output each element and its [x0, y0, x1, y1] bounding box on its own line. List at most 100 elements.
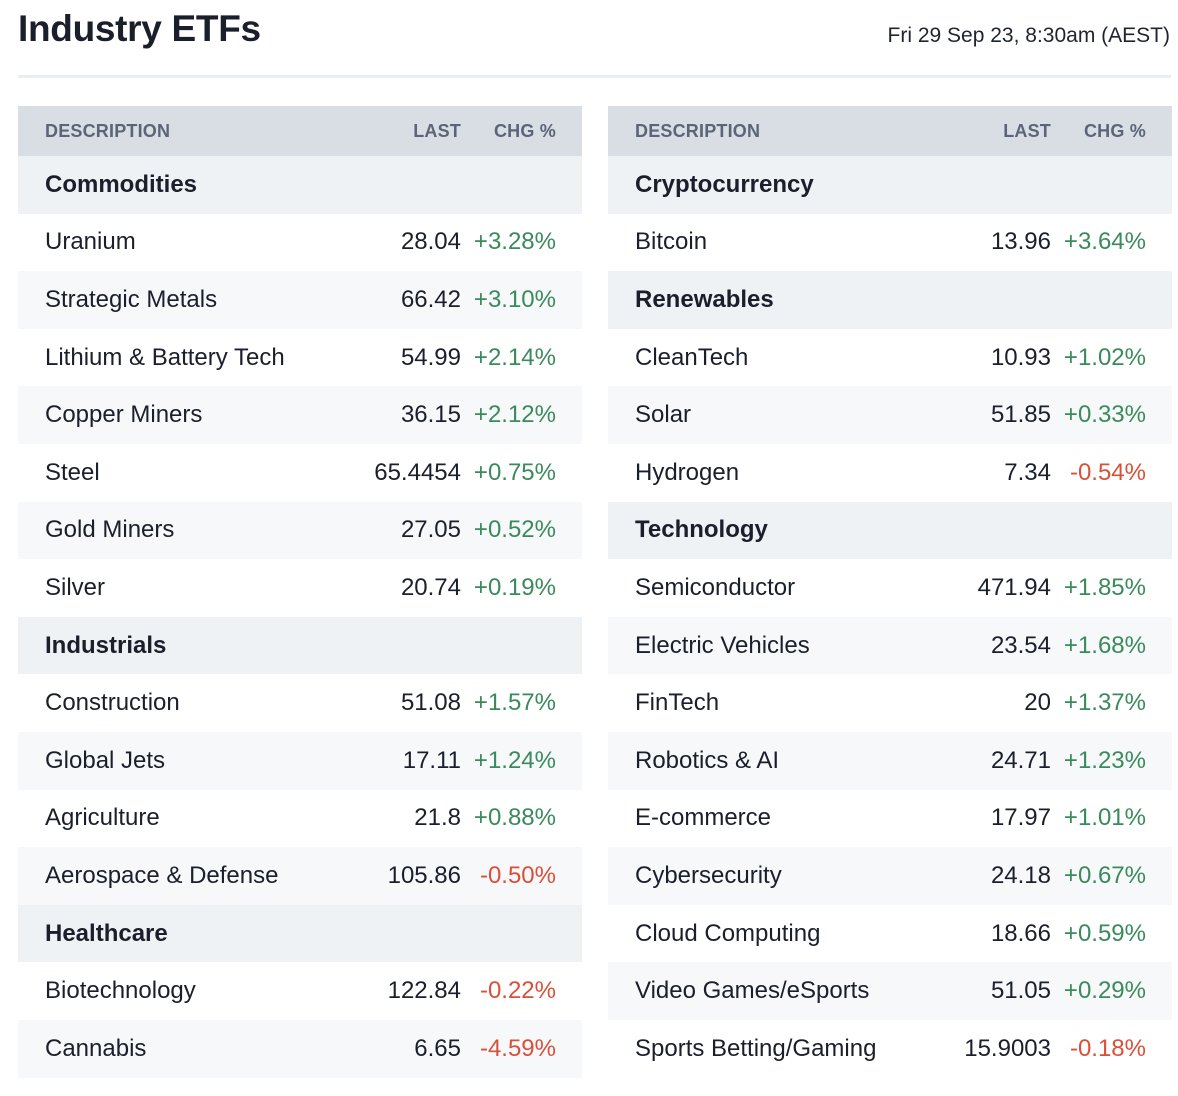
column-header-last[interactable]: LAST	[908, 106, 1051, 156]
table-row[interactable]: Cannabis 6.65 -4.59%	[18, 1019, 582, 1078]
etf-name: Gold Miners	[18, 501, 318, 560]
table-row[interactable]: Agriculture 21.8 +0.88%	[18, 790, 582, 848]
table-row[interactable]: Copper Miners 36.15 +2.12%	[18, 386, 582, 444]
etf-name: Semiconductor	[635, 573, 796, 601]
last-price: 122.84	[387, 977, 461, 1005]
last-price: 17.97	[990, 804, 1051, 832]
last-price: 10.93	[990, 343, 1051, 371]
last-price: 13.96	[990, 228, 1051, 256]
etf-name: Global Jets	[18, 731, 318, 790]
group-header-row: Industrials	[18, 616, 582, 675]
divider	[18, 75, 1171, 78]
etf-name: Sports Betting/Gaming	[635, 1034, 877, 1062]
table-row[interactable]: Sports Betting/Gaming 15.9003 -0.18%	[608, 1020, 1172, 1078]
table-row[interactable]: Aerospace & Defense 105.86 -0.50%	[18, 847, 582, 905]
group-header-row: Commodities	[18, 156, 582, 214]
etf-name: FinTech	[635, 689, 720, 717]
table-row[interactable]: Hydrogen 7.34 -0.54%	[608, 444, 1172, 502]
etf-name: Biotechnology	[45, 977, 196, 1005]
change-percent: +1.02%	[1063, 343, 1146, 371]
table-row[interactable]: Biotechnology 122.84 -0.22%	[18, 962, 582, 1020]
table-row[interactable]: Construction 51.08 +1.57%	[18, 674, 582, 732]
column-header-chg[interactable]: CHG %	[461, 106, 582, 156]
change-percent: +0.67%	[1051, 847, 1172, 905]
last-price: 6.65	[318, 1019, 461, 1078]
group-header-row: Technology	[608, 501, 1172, 560]
change-percent: +2.12%	[461, 386, 582, 444]
column-header-description[interactable]: DESCRIPTION	[18, 106, 318, 156]
change-percent: +1.24%	[461, 731, 582, 790]
table-row[interactable]: Strategic Metals 66.42 +3.10%	[18, 271, 582, 329]
last-price: 65.4454	[374, 458, 461, 486]
change-percent: +0.59%	[1063, 919, 1146, 947]
etf-table-right: DESCRIPTION LAST CHG % Cryptocurrency Bit…	[608, 106, 1172, 1078]
column-header-last[interactable]: LAST	[318, 106, 461, 156]
change-percent: +3.10%	[461, 271, 582, 329]
table-row[interactable]: Lithium & Battery Tech 54.99 +2.14%	[18, 329, 582, 387]
etf-name: Cloud Computing	[635, 919, 821, 947]
table-header-row: DESCRIPTION LAST CHG %	[18, 106, 582, 156]
page-title: Industry ETFs	[18, 8, 261, 49]
table-row[interactable]: Steel 65.4454 +0.75%	[18, 444, 582, 502]
table-row[interactable]: Video Games/eSports 51.05 +0.29%	[608, 962, 1172, 1020]
last-price: 27.05	[318, 501, 461, 560]
etf-name: Cybersecurity	[608, 847, 908, 905]
group-header-row: Healthcare	[18, 904, 582, 963]
timestamp: Fri 29 Sep 23, 8:30am (AEST)	[887, 24, 1170, 47]
last-price: 18.66	[990, 919, 1051, 947]
change-percent: +0.19%	[473, 573, 556, 601]
table-body: Commodities Uranium 28.04 +3.28% Strategic M…	[18, 156, 582, 1078]
table-row[interactable]: Robotics & AI 24.71 +1.23%	[608, 731, 1172, 790]
change-percent: +1.68%	[1051, 616, 1172, 675]
etf-name: Solar	[608, 386, 908, 444]
column-header-chg[interactable]: CHG %	[1051, 106, 1172, 156]
group-name: Renewables	[608, 271, 1172, 329]
table-row[interactable]: Silver 20.74 +0.19%	[18, 559, 582, 617]
change-percent: +1.85%	[1063, 573, 1146, 601]
table-header-row: DESCRIPTION LAST CHG %	[608, 106, 1172, 156]
table-row[interactable]: CleanTech 10.93 +1.02%	[608, 329, 1172, 387]
table-row[interactable]: Cloud Computing 18.66 +0.59%	[608, 905, 1172, 963]
last-price: 51.08	[400, 689, 461, 717]
last-price: 23.54	[908, 616, 1051, 675]
change-percent: +1.23%	[1051, 731, 1172, 790]
table-row[interactable]: Semiconductor 471.94 +1.85%	[608, 559, 1172, 617]
table-row[interactable]: Gold Miners 27.05 +0.52%	[18, 501, 582, 560]
change-percent: +0.52%	[461, 501, 582, 560]
table-row[interactable]: Solar 51.85 +0.33%	[608, 386, 1172, 444]
change-percent: -0.54%	[1069, 458, 1146, 486]
change-percent: -0.50%	[461, 847, 582, 905]
change-percent: -0.22%	[479, 977, 556, 1005]
etf-name: Robotics & AI	[608, 731, 908, 790]
etf-name: Copper Miners	[18, 386, 318, 444]
last-price: 66.42	[318, 271, 461, 329]
change-percent: +2.14%	[473, 343, 556, 371]
group-name: Commodities	[18, 156, 582, 214]
group-header-row: Renewables	[608, 271, 1172, 329]
etf-name: Lithium & Battery Tech	[45, 343, 285, 371]
table-row[interactable]: Bitcoin 13.96 +3.64%	[608, 214, 1172, 272]
table-row[interactable]: Cybersecurity 24.18 +0.67%	[608, 847, 1172, 905]
last-price: 105.86	[318, 847, 461, 905]
etf-name: Agriculture	[45, 804, 160, 832]
etf-name: Silver	[45, 573, 106, 601]
etf-name: Construction	[45, 689, 180, 717]
table-row[interactable]: FinTech 20 +1.37%	[608, 674, 1172, 732]
last-price: 51.85	[908, 386, 1051, 444]
change-percent: -4.59%	[461, 1019, 582, 1078]
last-price: 471.94	[977, 573, 1051, 601]
etf-name: Cannabis	[18, 1019, 318, 1078]
last-price: 20.74	[400, 573, 461, 601]
etf-name: Electric Vehicles	[608, 616, 908, 675]
change-percent: +0.75%	[473, 458, 556, 486]
column-header-description[interactable]: DESCRIPTION	[608, 106, 908, 156]
group-name: Healthcare	[18, 904, 582, 963]
change-percent: +1.01%	[1063, 804, 1146, 832]
table-body: Cryptocurrency Bitcoin 13.96 +3.64% Renewabl…	[608, 156, 1172, 1078]
table-row[interactable]: Electric Vehicles 23.54 +1.68%	[608, 616, 1172, 675]
table-row[interactable]: E-commerce 17.97 +1.01%	[608, 790, 1172, 848]
table-row[interactable]: Uranium 28.04 +3.28%	[18, 214, 582, 272]
etf-name: Strategic Metals	[18, 271, 318, 329]
last-price: 7.34	[1004, 458, 1051, 486]
table-row[interactable]: Global Jets 17.11 +1.24%	[18, 731, 582, 790]
